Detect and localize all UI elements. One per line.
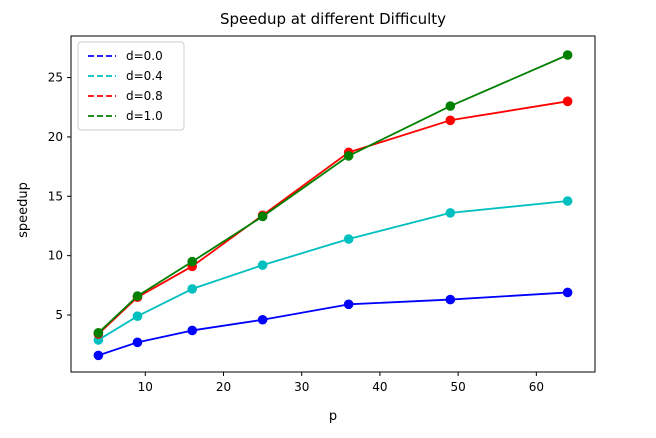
y-tick-label: 20 <box>48 130 63 144</box>
y-axis-label: speedup <box>16 182 31 238</box>
data-point <box>93 350 104 361</box>
data-point <box>445 208 456 218</box>
data-point <box>257 260 268 270</box>
data-point <box>257 211 268 222</box>
legend-box <box>77 41 185 131</box>
legend: d=0.0 d=0.4 d=0.8 d=1.0 <box>77 41 185 131</box>
legend-entry: d=1.0 <box>126 109 163 123</box>
data-point <box>445 101 456 111</box>
series-line <box>98 291 568 357</box>
series-d=0.4 <box>93 196 573 345</box>
y-tick-label: 15 <box>48 189 63 203</box>
axis-ticks: 10 20 30 40 50 60 5 10 15 20 25 <box>48 71 544 394</box>
data-point <box>257 314 268 325</box>
x-axis-label: p <box>329 409 337 424</box>
plot-frame <box>70 35 596 373</box>
x-tick-label: 20 <box>216 380 231 394</box>
data-point <box>343 299 354 310</box>
data-point <box>132 337 143 348</box>
data-point <box>93 328 104 338</box>
x-tick-label: 10 <box>138 380 153 394</box>
legend-entry: d=0.8 <box>126 89 163 103</box>
series-line <box>97 100 568 335</box>
data-point <box>562 96 573 107</box>
series-layer <box>93 50 573 361</box>
series-d=0.0 <box>93 287 573 361</box>
chart-title: Speedup at different Difficulty <box>220 10 446 28</box>
data-point <box>343 151 354 161</box>
data-point <box>343 234 354 244</box>
x-tick-label: 30 <box>294 380 309 394</box>
data-point <box>445 294 456 305</box>
data-point <box>562 287 573 298</box>
legend-entry: d=0.0 <box>126 49 163 63</box>
y-tick-label: 10 <box>48 249 63 263</box>
x-tick-label: 40 <box>372 380 387 394</box>
x-tick-label: 60 <box>529 380 544 394</box>
data-point <box>187 325 198 336</box>
y-tick-label: 25 <box>48 71 63 85</box>
data-point <box>445 115 456 126</box>
series-d=1.0 <box>93 50 573 338</box>
x-tick-label: 50 <box>450 380 465 394</box>
data-point <box>187 256 198 267</box>
series-line <box>97 200 568 341</box>
data-point <box>562 50 573 60</box>
data-point <box>132 311 143 321</box>
legend-entry: d=0.4 <box>126 69 163 83</box>
data-point <box>562 196 573 206</box>
y-tick-label: 5 <box>55 308 63 322</box>
data-point <box>132 291 143 301</box>
data-point <box>187 284 198 294</box>
